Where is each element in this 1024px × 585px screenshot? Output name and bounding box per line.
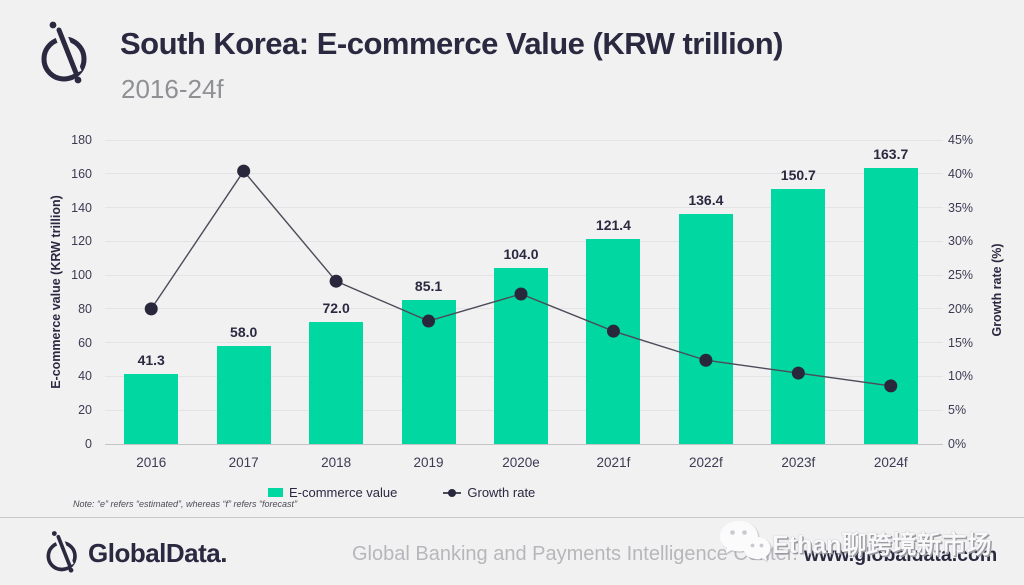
growth-rate-point-2024f [884,379,898,393]
y-axis-tick-left: 120 [71,234,92,249]
growth-rate-line [150,169,891,387]
growth-rate-line-series [144,164,898,393]
bar-value-label: 58.0 [230,324,258,341]
y-axis-tick-right: 15% [948,335,974,350]
bar-value-label: 163.7 [873,145,909,162]
y-axis-tick-left: 20 [78,403,92,418]
legend-line-marker-icon [443,488,462,498]
y-axis-tick-right: 5% [948,403,967,418]
footer-brand-name: GlobalData. [88,538,227,568]
chart-subtitle: 2016-24f [121,74,224,104]
footer-divider [0,517,1024,518]
gridline [105,443,943,445]
watermark-text: Ethan聊跨境新市场 [772,531,992,559]
x-axis-label: 2020e [502,455,540,470]
x-axis-label: 2024f [873,455,908,470]
bar-value-label: 72.0 [322,300,350,317]
growth-rate-point-2022f [699,353,713,367]
bar-value-label: 41.3 [137,352,165,369]
y-axis-tick-left: 180 [71,133,92,147]
y-axis-tick-left: 80 [78,301,92,316]
x-axis-label: 2021f [596,455,631,470]
legend-bar-swatch [268,488,283,497]
bar-2022f [678,213,733,444]
growth-rate-point-2020e [514,287,528,301]
x-axis-label: 2022f [688,455,723,470]
footer-website-url: www.globaldata.com [804,544,998,566]
bar-2018 [309,322,364,444]
bar-2023f [771,189,826,444]
bar-value-label: 121.4 [595,216,631,233]
legend-item-growth-rate: Growth rate [443,485,535,500]
bar-2017 [216,346,271,444]
y-axis-tick-left: 100 [71,268,92,283]
bar-value-label: 150.7 [780,167,816,184]
growth-rate-point-2023f [791,366,805,380]
footnote: Note: “e” refers “estimated”, whereas “f… [73,499,298,509]
x-axis-label: 2017 [228,455,259,470]
y-axis-tick-right: 30% [948,234,974,249]
y-axis-tick-left: 160 [71,166,92,181]
y-axis-tick-right: 20% [948,301,974,316]
gridline [105,240,943,242]
growth-rate-point-2021f [606,324,620,338]
gridline [105,139,943,141]
y-axis-tick-left: 60 [78,335,92,350]
x-axis-label: 2023f [781,455,816,470]
legend: E-commerce value Growth rate [268,485,535,500]
y-axis-tick-left: 40 [78,369,92,384]
bar-value-label: 136.4 [688,191,724,208]
y-axis-tick-right: 45% [948,133,974,147]
legend-item-ecommerce-value: E-commerce value [268,485,397,500]
globaldata-logo-icon [41,21,87,84]
y-axis-tick-right: 35% [948,200,974,215]
bar-value-label: 104.0 [503,246,539,263]
x-axis-label: 2016 [136,455,167,470]
y-axis-tick-right: 0% [948,437,967,451]
x-axis-label: 2018 [321,455,352,470]
x-axis-label: 2019 [413,455,444,470]
growth-rate-point-2019 [422,314,436,328]
legend-bar-label: E-commerce value [289,485,398,500]
gridline [105,173,943,175]
y-axis-tick-right: 40% [948,166,974,181]
chart-title: South Korea: E-commerce Value (KRW trill… [120,26,783,61]
y-axis-tick-right: 10% [948,369,974,384]
bar-2024f [863,167,918,444]
footer-center-text: Global Banking and Payments Intelligence… [352,543,798,565]
y-axis-tick-left: 140 [71,200,92,215]
y-axis-tick-right: 25% [948,268,974,283]
bar-2016 [124,374,179,444]
legend-line-label: Growth rate [467,485,536,500]
watermark: Ethan聊跨境新市场 [718,515,1018,565]
growth-rate-point-2017 [237,164,251,178]
globaldata-footer-logo-icon [46,531,77,573]
bar-value-label: 85.1 [414,278,443,295]
wechat-icon [720,521,771,561]
gridline [105,207,943,209]
legend-dot [448,488,457,497]
growth-rate-point-2016 [144,302,158,316]
bar-2021f [586,238,641,444]
y-axis-tick-left: 0 [85,437,92,451]
growth-rate-point-2018 [329,274,343,288]
